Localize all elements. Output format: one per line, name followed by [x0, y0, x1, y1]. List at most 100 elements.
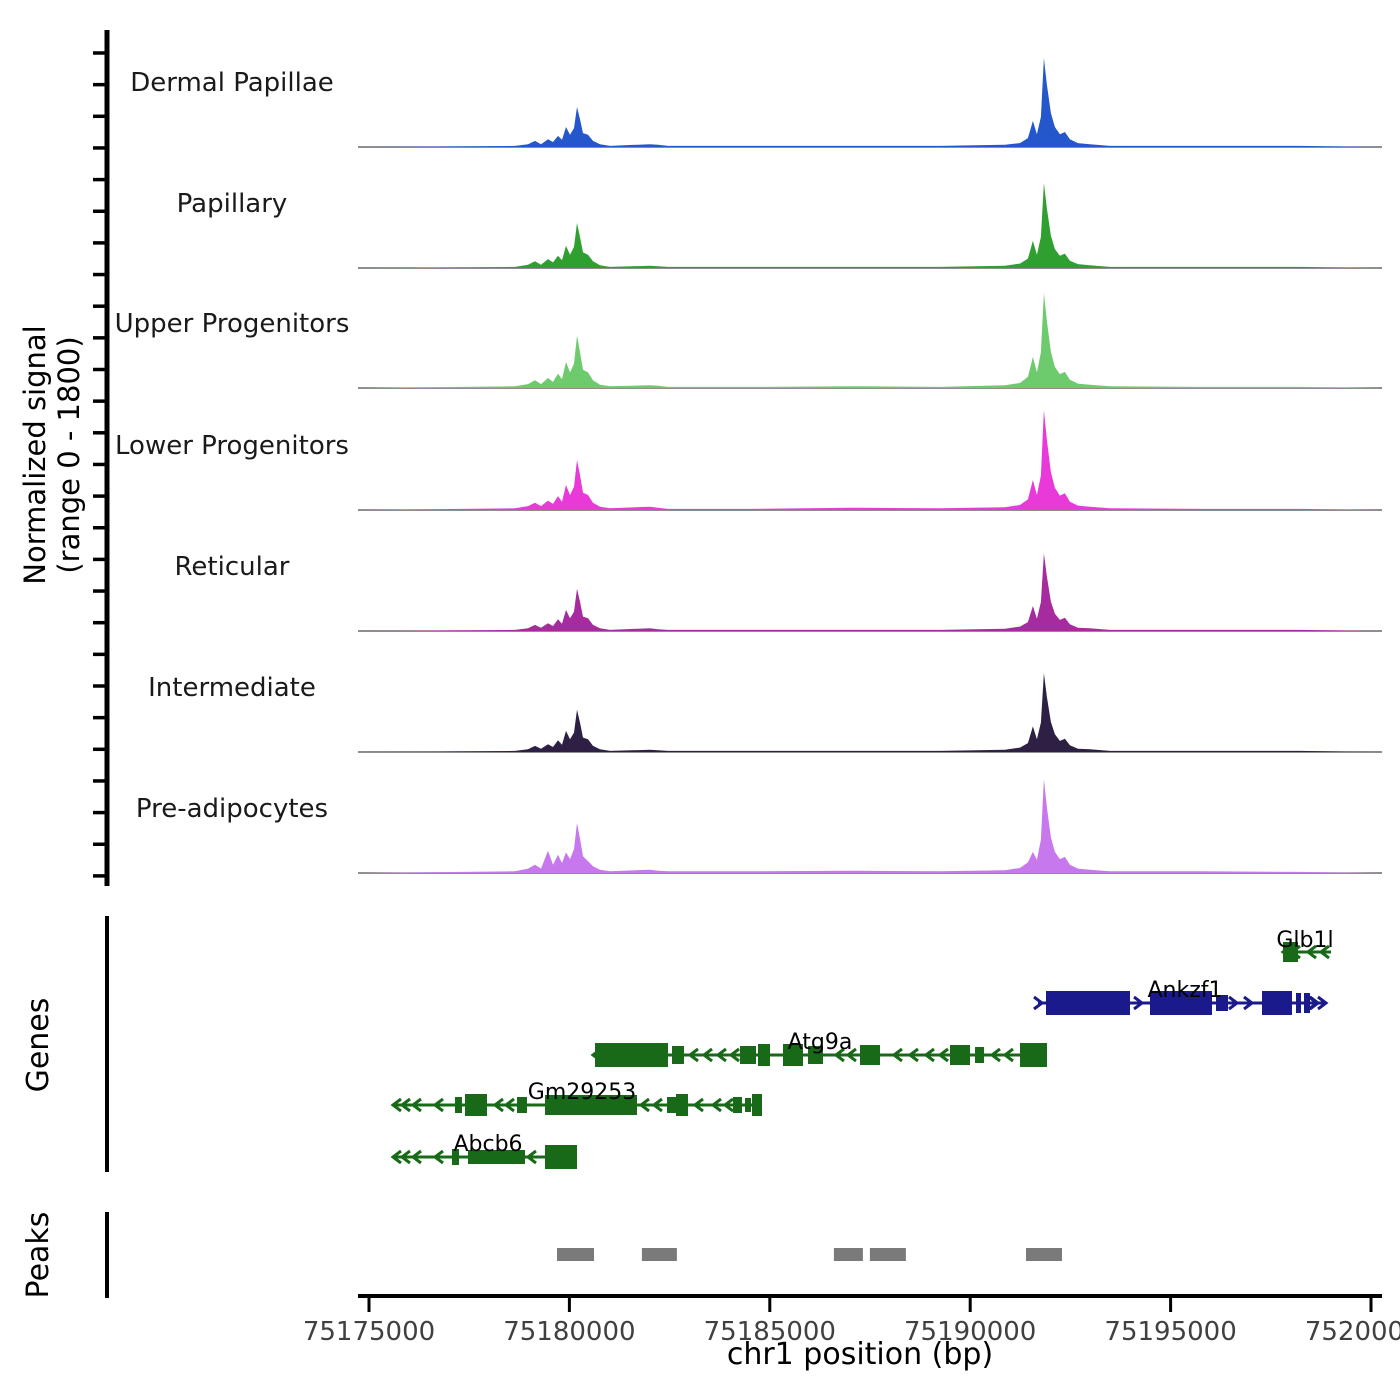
gene-exon — [455, 1097, 462, 1113]
gene-atg9a: Atg9a — [590, 1030, 1047, 1067]
track-label: Pre-adipocytes — [136, 794, 328, 824]
gene-name-label: Glb1l — [1276, 928, 1333, 953]
gene-abcb6: Abcb6 — [390, 1132, 577, 1169]
gene-strand-arrow — [722, 1097, 734, 1113]
gene-exon — [740, 1046, 756, 1064]
gene-exon — [860, 1045, 880, 1065]
gene-strand-arrow — [710, 1097, 722, 1113]
gene-exon — [1150, 991, 1212, 1015]
gene-strand-arrow — [833, 1047, 845, 1063]
gene-strand-arrow — [891, 1047, 903, 1063]
gene-strand-arrow — [989, 1047, 1001, 1063]
signal-area-pre-adipocytes — [358, 779, 1382, 873]
gene-strand-arrow — [503, 1097, 515, 1113]
y-axis-label-line1: Normalized signal — [18, 325, 52, 584]
gene-name-label: Atg9a — [788, 1030, 853, 1055]
x-axis-tick-label: 75200000 — [1305, 1317, 1400, 1347]
track-label: Dermal Papillae — [130, 68, 334, 98]
gene-exon — [1216, 995, 1228, 1011]
peak-interval — [869, 1248, 906, 1261]
genes-track: Glb1l Ankzf1 Atg9a Gm29253 Abcb6 — [105, 916, 1334, 1172]
gene-name-label: Gm29253 — [528, 1080, 636, 1105]
signal-area-upper-progenitors — [358, 293, 1382, 388]
signal-area-reticular — [358, 553, 1382, 631]
gene-strand-arrow — [907, 1047, 919, 1063]
track-label: Intermediate — [148, 673, 316, 703]
gene-strand-arrow — [715, 1047, 727, 1063]
peak-interval — [557, 1248, 594, 1261]
signal-area-lower-progenitors — [358, 410, 1382, 510]
gene-exon — [950, 1045, 970, 1065]
gene-strand-arrow — [432, 1149, 444, 1165]
gene-exon — [672, 1046, 684, 1064]
gene-strand-arrow — [390, 1097, 402, 1113]
gene-strand-arrow — [1228, 995, 1240, 1011]
track-label: Upper Progenitors — [115, 309, 350, 339]
gene-strand-arrow — [638, 1097, 650, 1113]
gene-strand-arrow — [1309, 995, 1321, 1011]
gene-strand-arrow — [399, 1149, 411, 1165]
gene-exon — [1304, 993, 1310, 1013]
gene-exon — [465, 1094, 487, 1116]
gene-exon — [468, 1150, 525, 1164]
gene-strand-arrow — [701, 1047, 713, 1063]
gene-strand-arrow — [687, 1047, 699, 1063]
gene-exon — [452, 1149, 459, 1165]
peak-interval — [641, 1248, 677, 1261]
gene-strand-arrow — [1317, 995, 1329, 1011]
gene-exon — [667, 1097, 676, 1113]
gene-strand-arrow — [651, 1097, 663, 1113]
track-label: Reticular — [175, 552, 290, 582]
gene-strand-arrow — [1033, 995, 1045, 1011]
gene-strand-arrow — [390, 1149, 402, 1165]
x-axis-tick-label: 75175000 — [303, 1317, 435, 1347]
peak-interval — [833, 1248, 863, 1261]
gene-exon — [595, 1043, 668, 1067]
gene-exon — [1020, 1043, 1047, 1067]
gene-strand-arrow — [492, 1097, 504, 1113]
gene-name-label: Abcb6 — [453, 1132, 522, 1157]
gene-exon — [1262, 991, 1292, 1015]
peaks-axis-label: Peaks — [21, 1212, 56, 1299]
x-axis-tick-label: 75190000 — [904, 1317, 1036, 1347]
gene-exon — [1283, 942, 1298, 962]
gene-exon — [783, 1044, 803, 1066]
gene-ankzf1: Ankzf1 — [1033, 978, 1329, 1015]
gene-name-label: Ankzf1 — [1147, 978, 1222, 1003]
x-axis: 75175000 75180000 75185000 75190000 75195000… — [303, 1294, 1400, 1347]
gene-strand-arrow — [923, 1047, 935, 1063]
gene-strand-arrow — [399, 1097, 411, 1113]
x-axis-tick-label: 75185000 — [704, 1317, 836, 1347]
gene-exon — [745, 1098, 751, 1112]
signal-area-papillary — [358, 183, 1382, 268]
gene-exon — [733, 1097, 742, 1113]
peak-interval — [1026, 1248, 1062, 1261]
gene-exon — [1296, 993, 1301, 1013]
x-axis-tick-label: 75195000 — [1104, 1317, 1236, 1347]
gene-strand-arrow — [845, 1047, 857, 1063]
x-axis-title: chr1 position (bp) — [727, 1337, 993, 1372]
gene-strand-arrow — [728, 1047, 740, 1063]
gene-strand-arrow — [410, 1149, 422, 1165]
gene-exon — [545, 1095, 637, 1115]
signal-area-dermal-papillae — [358, 58, 1382, 147]
gene-glb1l: Glb1l — [1276, 928, 1334, 962]
gene-gm29253: Gm29253 — [390, 1080, 762, 1116]
gene-exon — [517, 1097, 527, 1113]
signal-y-axis — [93, 30, 110, 886]
signal-tracks: Dermal Papillae Papillary Upper Progenitor… — [115, 58, 1382, 874]
gene-exon — [545, 1145, 577, 1169]
genes-axis-label: Genes — [21, 998, 56, 1093]
x-axis-tick-label: 75180000 — [503, 1317, 635, 1347]
gene-strand-arrow — [1243, 995, 1255, 1011]
gene-exon — [808, 1046, 823, 1064]
gene-exon — [676, 1094, 688, 1116]
gene-strand-arrow — [1002, 1047, 1014, 1063]
gene-strand-arrow — [525, 1149, 537, 1165]
gene-strand-arrow — [692, 1097, 704, 1113]
gene-exon — [975, 1047, 984, 1063]
gene-strand-arrow — [1305, 944, 1317, 960]
gene-exon — [1046, 991, 1130, 1015]
gene-strand-arrow — [432, 1097, 444, 1113]
